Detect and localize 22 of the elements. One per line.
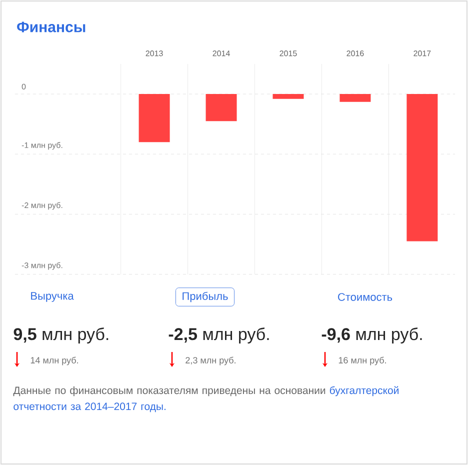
text: Прибыль (182, 292, 228, 302)
text: бухгалтерской (330, 386, 398, 396)
y-tick-label: -2 млн руб. (22, 202, 62, 210)
text: 2,3 млн руб. (186, 356, 236, 366)
x-tick-label: 2016 (346, 50, 364, 56)
y-tick-label: -3 млн руб. (22, 262, 62, 270)
y-tick-label: 0 (22, 84, 26, 90)
x-tick-label: 2014 (212, 50, 230, 56)
text: Выручка (31, 292, 74, 302)
text: -2,5 млн руб. (168, 328, 269, 344)
chart-title: Финансы (17, 22, 86, 32)
text: -9,6 млн руб. (322, 328, 422, 344)
text: 9,5 млн руб. (14, 328, 108, 344)
x-tick-label: 2015 (280, 50, 297, 56)
x-tick-label: 2013 (146, 50, 163, 56)
y-tick-label: -1 млн руб. (22, 142, 62, 150)
text: Данные по финансовым показателям приведены на основании (13, 386, 326, 396)
text: Стоимость (338, 293, 392, 301)
text: 16 млн руб. (338, 356, 386, 366)
text: 14 млн руб. (30, 356, 78, 366)
text: отчетности за 2014–2017 годы. (14, 402, 166, 412)
x-tick-label: 2017 (414, 50, 431, 56)
